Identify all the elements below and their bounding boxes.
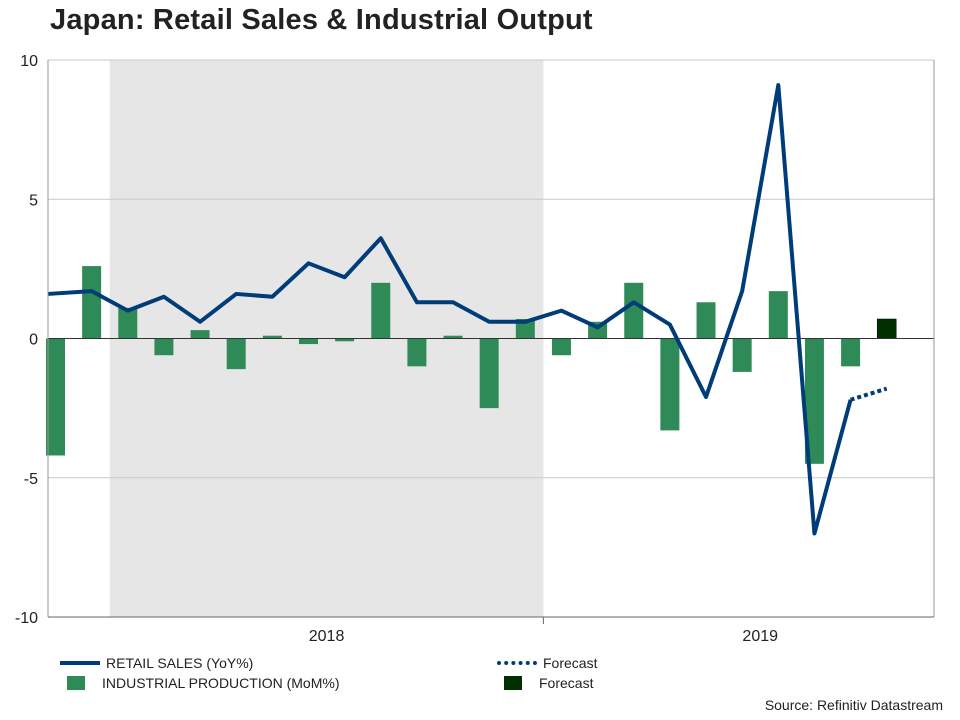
legend-label-industrial: INDUSTRIAL PRODUCTION (MoM%) — [102, 675, 340, 691]
y-tick-label: 0 — [29, 332, 38, 349]
industrial-bar — [696, 302, 716, 339]
retail-forecast-line — [849, 386, 888, 402]
legend-swatch-retail-line — [60, 661, 100, 665]
industrial-bar — [624, 282, 644, 339]
industrial-bar — [46, 338, 65, 456]
industrial-bar — [804, 338, 824, 464]
industrial-bar — [479, 338, 499, 409]
industrial-bar — [551, 338, 571, 356]
x-tick-label: 2019 — [742, 628, 778, 645]
legend-label-retail: RETAIL SALES (YoY%) — [106, 655, 254, 671]
legend-label-forecast-bar: Forecast — [539, 675, 594, 691]
retail-sales-line — [47, 83, 853, 536]
y-tick-label: 5 — [29, 192, 38, 209]
industrial-bar — [262, 335, 282, 339]
chart-title: Japan: Retail Sales & Industrial Output — [50, 4, 593, 36]
source-note: Source: Refinitiv Datastream — [764, 697, 943, 713]
industrial-bar — [841, 338, 861, 367]
forecast-bar — [876, 318, 897, 339]
industrial-bar — [298, 338, 318, 345]
industrial-bar — [660, 338, 680, 431]
legend-swatch-forecast-bar — [504, 676, 522, 690]
industrial-bar — [443, 335, 463, 339]
industrial-bar — [515, 319, 535, 339]
industrial-bar — [335, 338, 355, 342]
legend-item-forecast-line: Forecast — [497, 655, 597, 671]
industrial-bar — [154, 338, 174, 356]
x-tick-label: 2018 — [309, 628, 345, 645]
legend-item-retail: RETAIL SALES (YoY%) — [60, 655, 253, 671]
industrial-bar — [226, 338, 246, 370]
industrial-bar — [732, 338, 752, 372]
legend-swatch-forecast-line — [497, 661, 537, 665]
industrial-bar — [407, 338, 427, 367]
legend-item-forecast-bar: Forecast — [493, 675, 593, 691]
legend-item-industrial: INDUSTRIAL PRODUCTION (MoM%) — [56, 675, 340, 691]
legend-swatch-industrial-bar — [67, 676, 85, 690]
industrial-bar — [768, 291, 788, 339]
y-tick-label: -10 — [15, 610, 38, 627]
y-tick-label: 10 — [20, 53, 38, 70]
industrial-bar — [82, 266, 102, 339]
industrial-bar — [371, 282, 391, 339]
industrial-bar — [190, 330, 210, 339]
y-tick-label: -5 — [24, 471, 38, 488]
legend-label-forecast-line: Forecast — [543, 655, 598, 671]
industrial-bar — [118, 307, 138, 339]
